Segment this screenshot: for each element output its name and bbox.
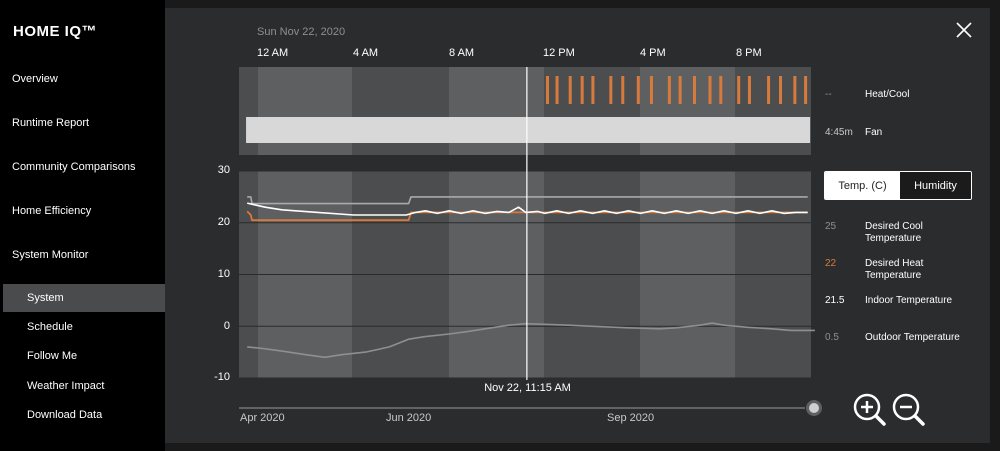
zoom-out-button[interactable] [890,391,926,427]
time-tick: 8 PM [736,47,762,59]
y-tick-label: -10 [214,371,230,383]
metric-toggle: Temp. (C) Humidity [824,171,972,200]
heat-cool-run-bar [580,76,584,104]
sidebar: HOME IQ™ Overview Runtime Report Communi… [0,0,165,451]
y-tick-label: 30 [217,164,230,176]
date-label: Sun Nov 22, 2020 [257,26,346,38]
heat-cool-run-bar [692,76,696,104]
grid-lines [239,170,811,379]
sub-item-schedule[interactable]: Schedule [27,321,73,333]
heat-cool-run-bar [568,76,572,104]
nav-item-overview[interactable]: Overview [12,73,58,85]
outdoor-temperature-label: Outdoor Temperature [865,332,960,343]
nav-item-system-monitor[interactable]: System Monitor [12,249,89,261]
heat-cool-run-bar [793,76,797,104]
y-tick-label: 10 [217,268,230,280]
sub-item-download-data[interactable]: Download Data [27,409,103,421]
heat-cool-run-bar [649,76,653,104]
time-tick: 4 AM [353,47,379,59]
sub-item-follow-me[interactable]: Follow Me [27,350,78,362]
heat-cool-run-bar [591,76,595,104]
nav-item-community-comparisons[interactable]: Community Comparisons [12,161,136,173]
sub-item-active-highlight [3,284,165,312]
window-frame-top [0,0,1000,8]
heat-cool-run-bar [737,76,741,104]
cool-setpoint-value: 25 [825,221,837,232]
heat-setpoint-value: 22 [825,258,837,269]
heat-cool-run-bar [804,76,808,104]
cursor-time-label: Nov 22, 11:15 AM [484,382,571,394]
indoor-temperature-label: Indoor Temperature [865,295,953,306]
fan-run-bars [246,117,811,143]
heat-cool-run-bar [719,76,723,104]
heat-cool-run-bar [779,76,783,104]
heat-cool-run-bar [636,76,640,104]
indoor-temperature-line [247,202,808,216]
nav-item-runtime-report[interactable]: Runtime Report [12,117,90,129]
zoom-out-icon [892,393,925,426]
outdoor-temperature-line [247,322,815,359]
brand-logo: HOME IQ™ [13,23,98,40]
time-tick: 8 AM [449,47,475,59]
heat-cool-run-bar [621,76,625,104]
timeline-handle[interactable] [809,403,819,413]
timeline-tick: Sep 2020 [607,412,655,424]
sub-item-system[interactable]: System [27,292,64,304]
timeline-tick: Apr 2020 [240,412,285,424]
sub-item-weather-impact[interactable]: Weather Impact [27,380,105,392]
close-icon [956,22,972,38]
heat-cool-run-bar [555,76,559,104]
cool-setpoint-label: Desired Cool Temperature [865,221,923,244]
window-frame-right [990,0,1000,451]
timeline-tick: Jun 2020 [386,412,432,424]
heatcool-runtime-value: -- [825,89,832,100]
zoom-in-icon [853,393,886,426]
zoom-in-button[interactable] [851,391,887,427]
temperature-toggle-button[interactable]: Temp. (C) [825,172,900,199]
heat-cool-run-bar [609,76,613,104]
heat-cool-run-bar [545,76,549,104]
close-button[interactable] [952,18,976,42]
window-frame-bottom [0,443,1000,451]
fan-label: Fan [865,127,883,138]
heat-cool-run-bar [667,76,671,104]
cool-setpoint-line [247,196,808,205]
fan-runtime-value: 4:45m [825,127,853,138]
y-tick-label: 20 [217,216,230,228]
y-tick-label: 0 [223,320,230,332]
outdoor-temperature-value: 0.5 [825,332,839,343]
time-tick: 12 AM [257,47,289,59]
indoor-temperature-value: 21.5 [825,295,845,306]
fan-run-bar [246,117,811,143]
heatcool-label: Heat/Cool [865,89,910,100]
nav-item-home-efficiency[interactable]: Home Efficiency [12,205,92,217]
humidity-toggle-button[interactable]: Humidity [900,172,971,199]
heat-cool-run-bar [678,76,682,104]
heat-cool-run-bars [545,76,808,104]
heat-cool-run-bar [747,76,751,104]
heat-setpoint-label: Desired Heat Temperature [865,258,924,281]
heat-cool-run-bar [767,76,771,104]
time-tick: 12 PM [543,47,575,59]
heat-cool-run-bar [708,76,712,104]
time-tick: 4 PM [640,47,666,59]
temperature-series [246,196,815,359]
